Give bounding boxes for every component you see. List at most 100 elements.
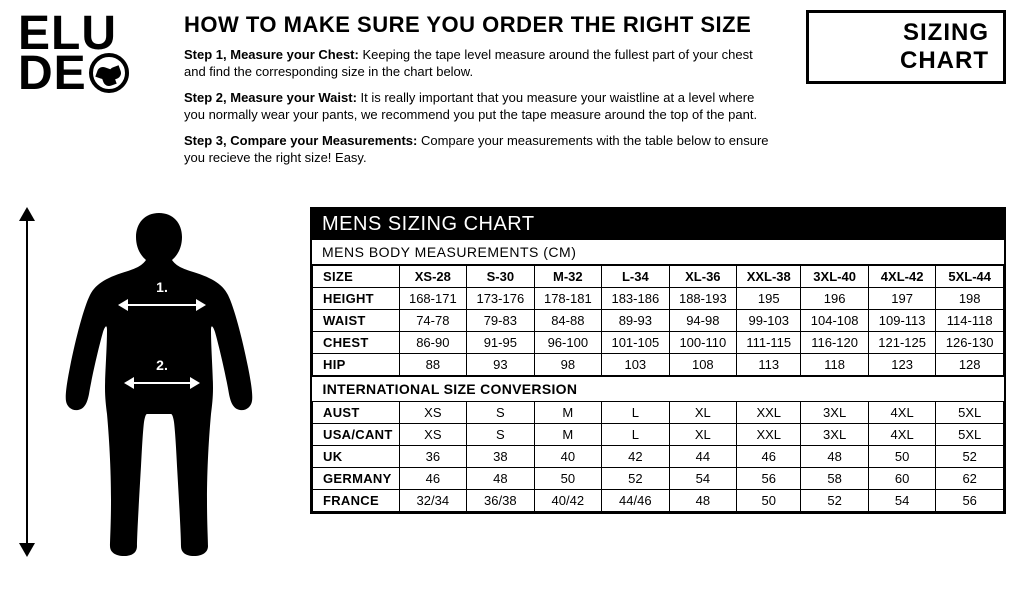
cell: 56	[936, 489, 1004, 511]
cell: 50	[737, 489, 801, 511]
cell: 3XL	[801, 401, 869, 423]
table-row: FRANCE32/3436/3840/4244/464850525456	[313, 489, 1004, 511]
table-subtitle-2-row: INTERNATIONAL SIZE CONVERSION	[313, 376, 1004, 402]
row-label: UK	[313, 445, 400, 467]
table-row: AUSTXSSMLXLXXL3XL4XL5XL	[313, 401, 1004, 423]
table-header-row: SIZEXS-28S-30M-32L-34XL-36XXL-383XL-404X…	[313, 265, 1004, 287]
table-row: WAIST74-7879-8384-8889-9394-9899-103104-…	[313, 309, 1004, 331]
cell: 93	[467, 353, 535, 376]
cell: 89-93	[602, 309, 670, 331]
cell: 188-193	[669, 287, 737, 309]
cell: 4XL	[868, 401, 936, 423]
cell: 126-130	[936, 331, 1004, 353]
cell: 32/34	[399, 489, 467, 511]
table-separator: INTERNATIONAL SIZE CONVERSION	[313, 376, 1004, 402]
col-header: XL-36	[669, 265, 737, 287]
sizing-table: SIZEXS-28S-30M-32L-34XL-36XXL-383XL-404X…	[312, 265, 1004, 512]
col-header: 4XL-42	[868, 265, 936, 287]
cell: 183-186	[602, 287, 670, 309]
cell: XXL	[737, 423, 801, 445]
cell: 4XL	[868, 423, 936, 445]
cell: 101-105	[602, 331, 670, 353]
row-label: AUST	[313, 401, 400, 423]
cell: 52	[602, 467, 670, 489]
cell: 116-120	[801, 331, 869, 353]
cell: 128	[936, 353, 1004, 376]
col-header-label: SIZE	[313, 265, 400, 287]
row-label: CHEST	[313, 331, 400, 353]
row-label: GERMANY	[313, 467, 400, 489]
table-subtitle-1: MENS BODY MEASUREMENTS (CM)	[312, 240, 1004, 265]
cell: 44/46	[602, 489, 670, 511]
table-row: USA/CANTXSSMLXLXXL3XL4XL5XL	[313, 423, 1004, 445]
step-2-label: Step 2, Measure your Waist:	[184, 90, 357, 105]
cell: 103	[602, 353, 670, 376]
row-label: HIP	[313, 353, 400, 376]
cell: 178-181	[534, 287, 602, 309]
step-1-label: Step 1, Measure your Chest:	[184, 47, 359, 62]
cell: 44	[669, 445, 737, 467]
cell: 94-98	[669, 309, 737, 331]
measure-label-2: 2.	[156, 357, 168, 373]
cell: 48	[801, 445, 869, 467]
content-row: 1. 2. MENS SIZING CHART MENS BODY MEASUR…	[18, 207, 1006, 557]
table-row: GERMANY464850525456586062	[313, 467, 1004, 489]
cell: M	[534, 401, 602, 423]
cell: L	[602, 423, 670, 445]
cell: 109-113	[868, 309, 936, 331]
cell: 36	[399, 445, 467, 467]
table-body-2: AUSTXSSMLXLXXL3XL4XL5XLUSA/CANTXSSMLXLXX…	[313, 401, 1004, 511]
cell: 98	[534, 353, 602, 376]
brand-line2: DE	[18, 54, 87, 93]
cell: 96-100	[534, 331, 602, 353]
step-2: Step 2, Measure your Waist: It is really…	[184, 89, 776, 124]
sizing-chart-badge-wrap: SIZING CHART	[806, 10, 1006, 84]
col-header: 3XL-40	[801, 265, 869, 287]
cell: 168-171	[399, 287, 467, 309]
silhouette-wrap: 1. 2.	[18, 207, 288, 557]
cell: 104-108	[801, 309, 869, 331]
sizing-chart-badge: SIZING CHART	[806, 10, 1006, 84]
cell: 38	[467, 445, 535, 467]
cell: 121-125	[868, 331, 936, 353]
cell: 88	[399, 353, 467, 376]
step-3-label: Step 3, Compare your Measurements:	[184, 133, 417, 148]
cell: 40/42	[534, 489, 602, 511]
cell: 86-90	[399, 331, 467, 353]
height-arrow-icon	[18, 207, 36, 557]
cell: 195	[737, 287, 801, 309]
brand-logo: ELU DE	[18, 10, 166, 93]
cell: 62	[936, 467, 1004, 489]
cell: 84-88	[534, 309, 602, 331]
cell: 91-95	[467, 331, 535, 353]
cell: XS	[399, 401, 467, 423]
table-body-1: HEIGHT168-171173-176178-181183-186188-19…	[313, 287, 1004, 376]
cell: 5XL	[936, 423, 1004, 445]
cell: 42	[602, 445, 670, 467]
cell: 114-118	[936, 309, 1004, 331]
cell: 40	[534, 445, 602, 467]
cell: 74-78	[399, 309, 467, 331]
cell: XXL	[737, 401, 801, 423]
cell: 60	[868, 467, 936, 489]
cell: L	[602, 401, 670, 423]
cell: 56	[737, 467, 801, 489]
cell: 111-115	[737, 331, 801, 353]
cell: 196	[801, 287, 869, 309]
table-row: HEIGHT168-171173-176178-181183-186188-19…	[313, 287, 1004, 309]
measure-arrow-2: 2.	[124, 377, 200, 389]
row-label: WAIST	[313, 309, 400, 331]
cell: 173-176	[467, 287, 535, 309]
cell: 46	[399, 467, 467, 489]
cell: 79-83	[467, 309, 535, 331]
col-header: 5XL-44	[936, 265, 1004, 287]
cell: 197	[868, 287, 936, 309]
col-header: S-30	[467, 265, 535, 287]
table-subtitle-2: INTERNATIONAL SIZE CONVERSION	[313, 376, 1004, 402]
cell: 54	[868, 489, 936, 511]
sizing-table-wrap: MENS SIZING CHART MENS BODY MEASUREMENTS…	[310, 207, 1006, 514]
header-row: ELU DE HOW TO MAKE SURE YOU ORDER THE RI…	[18, 10, 1006, 175]
cell: 5XL	[936, 401, 1004, 423]
cell: 50	[868, 445, 936, 467]
cell: M	[534, 423, 602, 445]
